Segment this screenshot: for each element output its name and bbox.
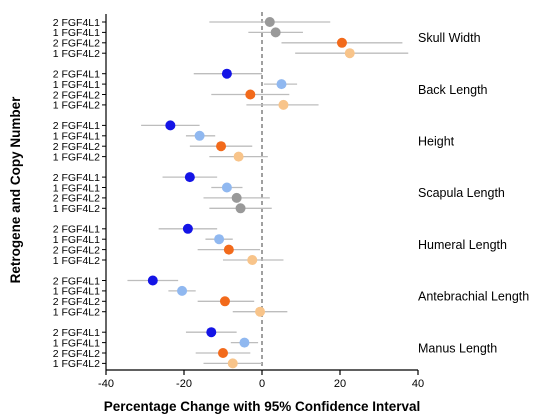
row-label: 1 FGF4L2 bbox=[53, 358, 100, 370]
estimate-point bbox=[194, 130, 205, 141]
row-label: 2 FGF4L2 bbox=[53, 89, 100, 101]
x-tick-label: 20 bbox=[334, 378, 346, 390]
estimate-point bbox=[245, 89, 256, 100]
group-label: Humeral Length bbox=[418, 238, 507, 252]
row-label: 2 FGF4L2 bbox=[53, 244, 100, 256]
group-label: Skull Width bbox=[418, 31, 481, 45]
estimate-point bbox=[219, 296, 230, 307]
row-label: 2 FGF4L2 bbox=[53, 193, 100, 205]
row-label: 2 FGF4L2 bbox=[53, 38, 100, 50]
estimate-point bbox=[239, 337, 250, 348]
estimate-point bbox=[233, 151, 244, 162]
group-labels: Skull Width Back Length Height Scapula Leng… bbox=[418, 31, 529, 355]
estimate-point bbox=[235, 203, 246, 214]
row-label: 2 FGF4L1 bbox=[53, 275, 100, 287]
estimate-point bbox=[223, 244, 234, 255]
row-label: 1 FGF4L1 bbox=[53, 131, 100, 143]
x-tick-label: 0 bbox=[259, 378, 265, 390]
x-tick-label: -40 bbox=[98, 378, 114, 390]
estimate-point bbox=[184, 172, 195, 183]
estimate-point bbox=[147, 275, 158, 286]
row-label: 1 FGF4L2 bbox=[53, 48, 100, 60]
estimate-point bbox=[264, 17, 275, 27]
row-label: 2 FGF4L2 bbox=[53, 141, 100, 153]
estimate-point bbox=[278, 99, 289, 110]
estimate-point bbox=[344, 48, 355, 59]
estimate-point bbox=[231, 192, 242, 203]
row-label: 2 FGF4L1 bbox=[53, 327, 100, 339]
row-label: 2 FGF4L1 bbox=[53, 224, 100, 236]
group-label: Antebrachial Length bbox=[418, 290, 529, 304]
x-tick-label: -20 bbox=[176, 378, 192, 390]
estimate-point bbox=[336, 37, 347, 48]
estimate-point bbox=[218, 348, 228, 358]
row-label: 1 FGF4L2 bbox=[53, 203, 100, 215]
estimate-point bbox=[276, 79, 287, 90]
y-axis-title: Retrogene and Copy Number bbox=[8, 96, 23, 284]
row-label: 2 FGF4L2 bbox=[53, 296, 100, 308]
group-label: Back Length bbox=[418, 83, 488, 97]
x-axis-title: Percentage Change with 95% Confidence In… bbox=[104, 399, 421, 414]
estimate-point bbox=[227, 358, 238, 369]
estimate-point bbox=[165, 120, 176, 131]
estimate-point bbox=[177, 285, 188, 296]
row-label: 2 FGF4L1 bbox=[53, 69, 100, 81]
x-tick-label: 40 bbox=[412, 378, 424, 390]
estimate-point bbox=[182, 223, 193, 234]
group-label: Manus Length bbox=[418, 341, 497, 355]
row-label: 2 FGF4L1 bbox=[53, 172, 100, 184]
row-label: 1 FGF4L2 bbox=[53, 151, 100, 163]
row-label: 1 FGF4L2 bbox=[53, 255, 100, 267]
row-label: 1 FGF4L2 bbox=[53, 307, 100, 319]
group-label: Height bbox=[418, 135, 455, 149]
row-label: 2 FGF4L2 bbox=[53, 348, 100, 360]
row-label: 2 FGF4L1 bbox=[53, 120, 100, 132]
group-label: Scapula Length bbox=[418, 186, 505, 200]
estimate-point bbox=[221, 68, 232, 79]
estimate-point bbox=[255, 306, 266, 317]
estimate-point bbox=[247, 255, 258, 265]
row-label: 1 FGF4L1 bbox=[53, 286, 100, 298]
row-label: 1 FGF4L1 bbox=[53, 182, 100, 194]
estimate-point bbox=[214, 234, 225, 245]
row-label: 1 FGF4L1 bbox=[53, 79, 100, 91]
row-label: 2 FGF4L1 bbox=[53, 17, 100, 29]
estimate-point bbox=[216, 141, 227, 152]
estimate-point bbox=[221, 182, 232, 193]
row-label: 1 FGF4L1 bbox=[53, 234, 100, 246]
row-label: 1 FGF4L1 bbox=[53, 337, 100, 349]
estimate-point bbox=[206, 327, 217, 338]
x-axis-ticks: -40 -20 0 20 40 bbox=[98, 370, 424, 390]
row-label: 1 FGF4L2 bbox=[53, 100, 100, 112]
row-label: 1 FGF4L1 bbox=[53, 27, 100, 39]
estimate-point bbox=[270, 27, 281, 38]
